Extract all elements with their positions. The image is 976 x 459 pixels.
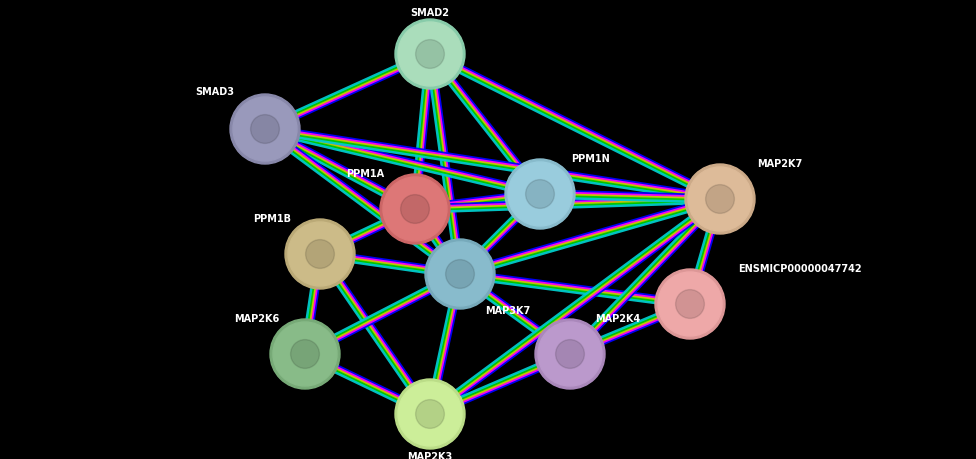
Circle shape (409, 34, 451, 76)
Circle shape (305, 240, 335, 269)
Circle shape (380, 174, 450, 245)
Circle shape (398, 382, 462, 446)
Text: PPM1A: PPM1A (346, 168, 385, 179)
Circle shape (251, 115, 279, 144)
Circle shape (273, 322, 337, 386)
Circle shape (395, 20, 465, 90)
Text: MAP3K7: MAP3K7 (485, 305, 531, 315)
Circle shape (394, 189, 436, 230)
Circle shape (400, 195, 429, 224)
Circle shape (300, 234, 341, 275)
Circle shape (428, 242, 492, 306)
Circle shape (505, 160, 575, 230)
Circle shape (706, 185, 734, 214)
Circle shape (270, 319, 340, 389)
Circle shape (439, 254, 481, 295)
Circle shape (285, 219, 355, 289)
Circle shape (699, 179, 741, 220)
Circle shape (284, 334, 326, 375)
Text: PPM1B: PPM1B (253, 213, 291, 224)
Circle shape (291, 340, 319, 369)
Circle shape (398, 23, 462, 87)
Circle shape (555, 340, 585, 369)
Circle shape (688, 168, 752, 231)
Circle shape (526, 180, 554, 209)
Circle shape (409, 393, 451, 435)
Text: SMAD3: SMAD3 (195, 87, 234, 97)
Circle shape (655, 269, 725, 339)
Circle shape (658, 272, 722, 336)
Circle shape (538, 322, 602, 386)
Circle shape (230, 95, 300, 165)
Text: MAP2K3: MAP2K3 (407, 451, 453, 459)
Circle shape (416, 40, 444, 69)
Circle shape (519, 174, 561, 215)
Text: MAP2K6: MAP2K6 (234, 313, 280, 323)
Circle shape (675, 290, 705, 319)
Text: SMAD2: SMAD2 (411, 8, 450, 18)
Circle shape (685, 165, 755, 235)
Circle shape (425, 240, 495, 309)
Text: MAP2K7: MAP2K7 (757, 159, 802, 168)
Circle shape (416, 400, 444, 428)
Circle shape (670, 284, 711, 325)
Circle shape (535, 319, 605, 389)
Text: ENSMICP00000047742: ENSMICP00000047742 (738, 263, 862, 274)
Circle shape (395, 379, 465, 449)
Text: PPM1N: PPM1N (571, 154, 609, 164)
Circle shape (508, 162, 572, 226)
Text: MAP2K4: MAP2K4 (595, 313, 640, 323)
Circle shape (446, 260, 474, 289)
Circle shape (233, 98, 297, 162)
Circle shape (244, 109, 286, 151)
Circle shape (383, 178, 447, 241)
Circle shape (549, 334, 590, 375)
Circle shape (288, 223, 352, 286)
